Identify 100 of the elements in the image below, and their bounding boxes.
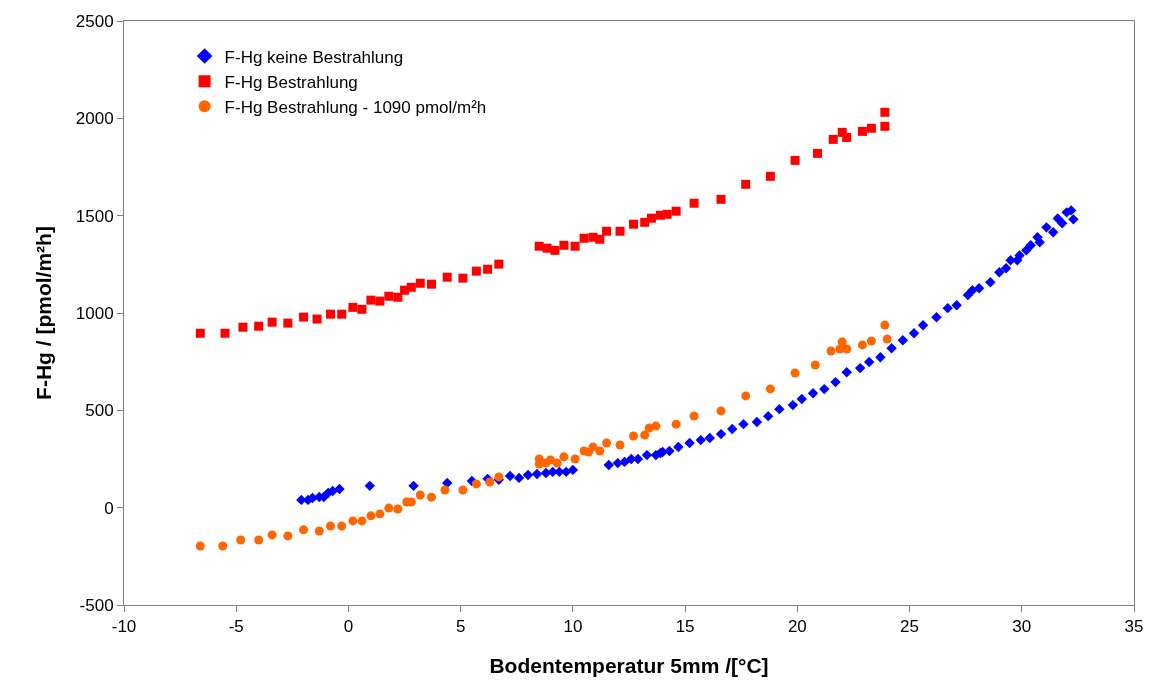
point <box>828 134 838 144</box>
point <box>267 317 277 327</box>
point <box>348 516 358 526</box>
point <box>220 328 230 338</box>
point <box>579 233 589 243</box>
point <box>195 541 205 551</box>
x-axis-title: Bodentemperatur 5mm /[°C] <box>489 653 769 677</box>
point <box>485 477 495 487</box>
x-tick-label: 15 <box>675 617 695 637</box>
point <box>384 291 394 301</box>
point <box>440 485 450 495</box>
point <box>810 360 820 370</box>
point <box>595 234 605 244</box>
point <box>866 336 876 346</box>
point <box>442 272 452 282</box>
point <box>337 521 347 531</box>
point <box>765 171 775 181</box>
point <box>837 337 847 347</box>
y-tick-label: 1000 <box>75 303 114 323</box>
point <box>471 479 481 489</box>
point <box>671 419 681 429</box>
point <box>570 241 580 251</box>
point <box>299 312 309 322</box>
point <box>406 282 416 292</box>
point <box>842 344 852 354</box>
x-tick-label: 30 <box>1012 617 1032 637</box>
point <box>494 472 504 482</box>
point <box>615 226 625 236</box>
point <box>299 525 309 535</box>
y-tick-label: 2500 <box>75 11 114 31</box>
point <box>765 384 775 394</box>
point <box>588 442 598 452</box>
point <box>195 328 205 338</box>
point <box>238 322 248 332</box>
y-tick-label: 500 <box>85 401 114 421</box>
point <box>826 346 836 356</box>
point <box>866 123 876 133</box>
point <box>662 209 672 219</box>
point <box>426 492 436 502</box>
point <box>880 320 890 330</box>
point <box>415 278 425 288</box>
y-tick-label: 0 <box>104 498 114 518</box>
point <box>393 504 403 514</box>
point <box>646 213 656 223</box>
point <box>426 279 436 289</box>
point <box>857 126 867 136</box>
point <box>741 391 751 401</box>
point <box>375 296 385 306</box>
point <box>483 264 493 274</box>
point <box>415 490 425 500</box>
point <box>842 132 852 142</box>
point <box>494 259 504 269</box>
point <box>552 458 562 468</box>
x-tick-label: -10 <box>111 617 137 637</box>
x-tick-label: 0 <box>343 617 354 637</box>
y-tick-label: 1500 <box>75 206 114 226</box>
point <box>236 535 246 545</box>
point <box>595 446 605 456</box>
point <box>254 535 264 545</box>
point <box>689 198 699 208</box>
legend-label: F-Hg Bestrahlung <box>224 72 358 92</box>
point <box>559 452 569 462</box>
point <box>651 421 661 431</box>
point <box>813 148 823 158</box>
point <box>534 241 544 251</box>
point <box>337 309 347 319</box>
point <box>254 321 264 331</box>
point <box>689 411 699 421</box>
point <box>458 273 468 283</box>
point <box>312 314 322 324</box>
point <box>471 266 481 276</box>
point <box>366 511 376 521</box>
point <box>615 440 625 450</box>
point <box>314 526 324 536</box>
x-tick-label: 35 <box>1124 617 1144 637</box>
point <box>545 455 555 465</box>
point <box>880 121 890 131</box>
point <box>602 226 612 236</box>
point <box>348 302 358 312</box>
point <box>628 431 638 441</box>
point <box>882 334 892 344</box>
x-tick-label: -5 <box>228 617 244 637</box>
point <box>375 509 385 519</box>
point <box>741 179 751 189</box>
point <box>602 438 612 448</box>
point <box>384 503 394 513</box>
point <box>559 240 569 250</box>
point <box>570 454 580 464</box>
point <box>325 521 335 531</box>
point <box>393 292 403 302</box>
point <box>550 245 560 255</box>
point <box>283 531 293 541</box>
point <box>357 516 367 526</box>
point <box>716 194 726 204</box>
point <box>880 107 890 117</box>
point <box>671 206 681 216</box>
point <box>857 340 867 350</box>
x-tick-label: 10 <box>563 617 583 637</box>
legend-label: F-Hg Bestrahlung - 1090 pmol/m²h <box>224 97 487 117</box>
point <box>716 406 726 416</box>
